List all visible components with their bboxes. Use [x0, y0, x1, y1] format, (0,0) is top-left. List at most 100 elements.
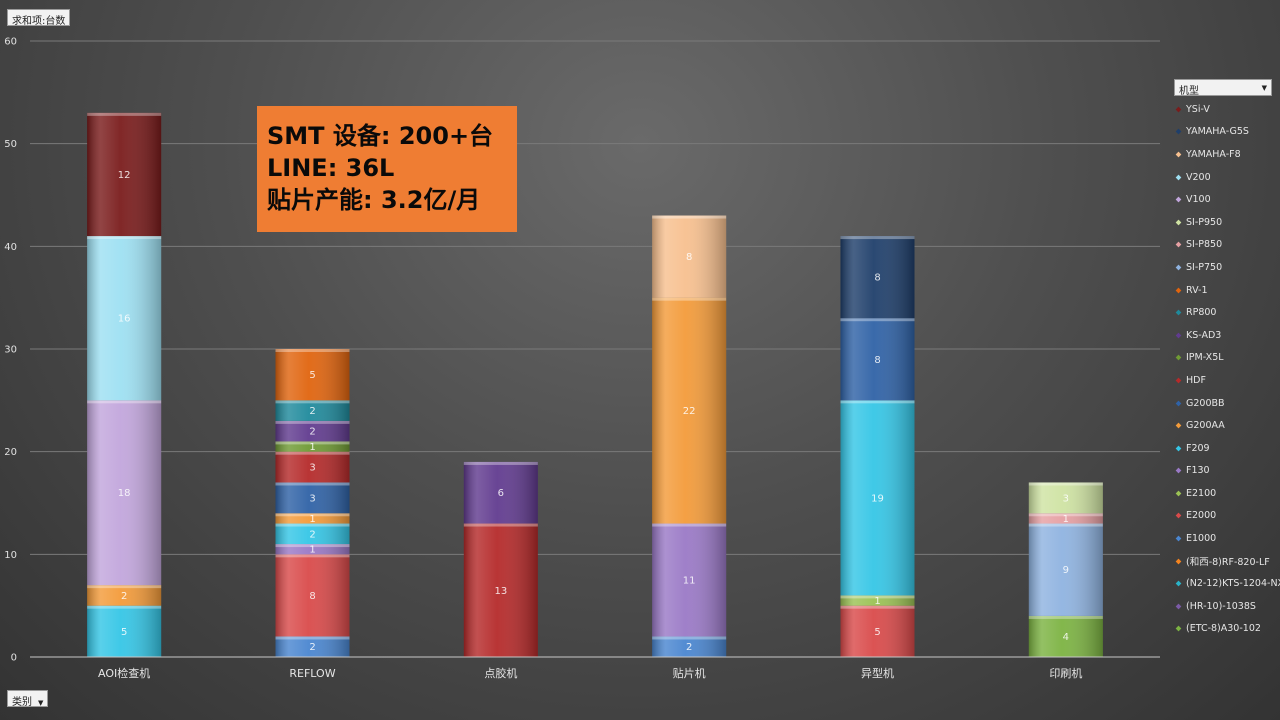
bar-segment: 2 [87, 585, 162, 606]
legend-label: HDF [1186, 374, 1206, 386]
legend-swatch [1175, 219, 1182, 226]
legend-swatch [1175, 377, 1182, 384]
data-label: 12 [118, 170, 131, 181]
category-field-label: 类别 [12, 697, 32, 708]
bar-segment-bevel [840, 400, 915, 404]
bar-segment: 8 [840, 318, 915, 401]
bar-segment: 5 [87, 605, 162, 657]
legend-label: (HR-10)-1038S [1186, 600, 1256, 612]
data-label: 4 [1063, 632, 1069, 643]
callout-line-line: LINE: 36L [267, 154, 395, 182]
chevron-down-icon: ▼ [1261, 84, 1267, 92]
bar-segment-shine [463, 523, 538, 657]
legend-label: SI-P750 [1186, 261, 1223, 273]
legend-item: YAMAHA-F8 [1175, 143, 1280, 166]
legend-item: E2000 [1175, 505, 1280, 528]
data-label: 3 [1063, 493, 1069, 504]
bar-segment-bevel [87, 605, 162, 609]
bar-segment-bevel [275, 544, 350, 548]
legend-label: YAMAHA-G5S [1186, 126, 1249, 138]
data-label: 8 [874, 355, 880, 366]
legend-swatch [1175, 129, 1182, 135]
legend-item: SI-P750 [1175, 256, 1280, 279]
sum-field-label: 求和项:台数 [12, 16, 66, 27]
bar-segment-shine [87, 236, 162, 401]
bar-segment: 4 [1028, 615, 1103, 657]
category-field-button[interactable]: 类别 ▼ [7, 690, 49, 708]
x-tick-label: AOI检查机 [98, 666, 150, 680]
bar-segment: 19 [840, 400, 915, 596]
data-label: 8 [309, 591, 315, 602]
legend-label: V200 [1186, 171, 1211, 183]
bar-segment-bevel [87, 112, 162, 116]
bar-segment-bevel [840, 595, 915, 599]
bar-segment-shine [275, 513, 350, 524]
legend-label: E1000 [1186, 533, 1217, 545]
bar-segment-bevel [87, 236, 162, 240]
bar-segment-bevel [1028, 482, 1103, 486]
legend-label: RP800 [1186, 307, 1217, 319]
bar-segment-shine [275, 451, 350, 483]
legend-item: V100 [1175, 188, 1280, 211]
legend-label: YSi-V [1186, 103, 1210, 115]
sum-field-button[interactable]: 求和项:台数 [7, 9, 71, 27]
data-label: 5 [309, 370, 315, 381]
legend-item: YSi-V [1175, 98, 1280, 121]
legend-item: YAMAHA-G5S [1175, 121, 1280, 144]
bar-segment-bevel [275, 523, 350, 527]
x-tick-label: 印刷机 [1049, 666, 1082, 680]
x-tick-label: REFLOW [289, 667, 335, 680]
legend-field-label: 机型 [1179, 86, 1199, 97]
legend-item: RP800 [1175, 301, 1280, 324]
legend-label: (ETC-8)A30-102 [1186, 623, 1261, 635]
bar-segment-bevel [840, 605, 915, 609]
bar-segment: 2 [275, 523, 350, 545]
data-label: 3 [309, 493, 315, 504]
legend-swatch [1175, 626, 1182, 632]
data-label: 11 [683, 576, 696, 587]
legend-swatch [1175, 174, 1182, 180]
data-label: 1 [309, 545, 315, 556]
bar-segment-bevel [652, 636, 727, 640]
data-label: 1 [309, 442, 315, 453]
legend-label: (N2-12)KTS-1204-NX [1186, 578, 1280, 590]
data-label: 1 [874, 596, 880, 607]
data-label: 18 [118, 488, 131, 499]
bar-segment: 5 [275, 349, 350, 401]
gridlines [30, 40, 1160, 555]
legend-label: G200BB [1186, 397, 1225, 409]
bar-segment-shine [1028, 482, 1103, 514]
bar-segment-shine [652, 523, 727, 637]
legend-swatch [1175, 535, 1182, 542]
callout-line-capacity: 贴片产能: 3.2亿/月 [267, 186, 481, 214]
bar-segment: 1 [275, 441, 350, 453]
legend-label: KS-AD3 [1186, 329, 1222, 341]
bar-segment-shine [87, 605, 162, 657]
bar-segment-bevel [1028, 523, 1103, 527]
legend-label: RV-1 [1186, 284, 1208, 296]
bar-segment-shine [275, 349, 350, 401]
bar-segment-bevel [652, 215, 727, 219]
bar-segment-bevel [1028, 513, 1103, 517]
data-label: 2 [121, 591, 127, 602]
legend-item: E2100 [1175, 482, 1280, 505]
y-tick-label: 60 [4, 37, 17, 48]
legend-field-button[interactable]: 机型 ▼ [1174, 79, 1272, 97]
bar-segment: 6 [463, 461, 538, 524]
y-tick-label: 40 [4, 242, 17, 253]
legend-item: SI-P950 [1175, 211, 1280, 234]
chevron-down-icon: ▼ [38, 699, 44, 707]
legend-item: (N2-12)KTS-1204-NX [1175, 572, 1280, 595]
bar-segment-shine [275, 523, 350, 545]
legend-swatch [1175, 309, 1182, 316]
bar-segment-bevel [275, 400, 350, 404]
bar-segment-shine [87, 400, 162, 586]
bar-segment-shine [275, 420, 350, 442]
bar-segment: 9 [1028, 523, 1103, 616]
bar-segment: 8 [652, 215, 727, 298]
summary-callout: SMT 设备: 200+台 LINE: 36L 贴片产能: 3.2亿/月 [257, 106, 517, 232]
legend-label: IPM-X5L [1186, 352, 1224, 364]
bar-segment: 8 [840, 236, 915, 319]
legend-label: YAMAHA-F8 [1186, 148, 1241, 160]
bar-segment-bevel [652, 297, 727, 301]
